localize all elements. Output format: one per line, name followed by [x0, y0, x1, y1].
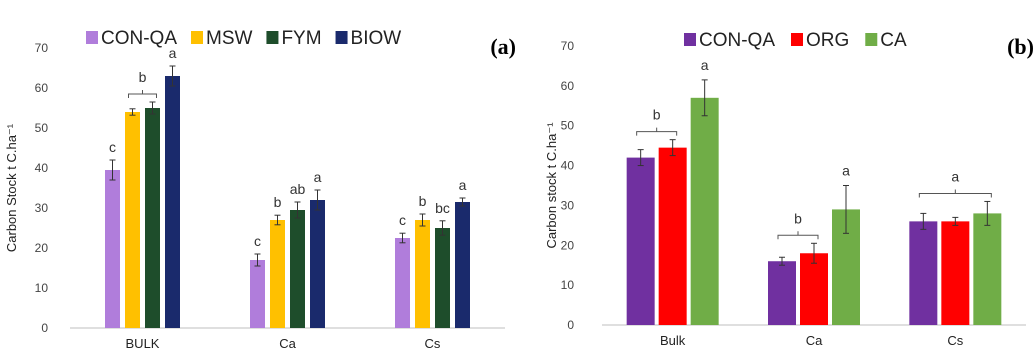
bar [626, 157, 655, 325]
group-significance-label: b [653, 107, 661, 123]
group-bracket [636, 127, 678, 136]
bar [800, 253, 828, 325]
legend-label: ORG [806, 30, 849, 51]
legend-label: CA [880, 30, 907, 51]
significance-label: c [254, 233, 261, 249]
bar [125, 112, 140, 328]
y-tick-label: 50 [35, 121, 49, 135]
bar [270, 220, 285, 328]
chart-panel-a: 0 10 20 30 40 50 60 70 Carbon Stock t C.ha⁻¹ (a) C… [4, 28, 516, 351]
bar [415, 220, 430, 328]
y-tick-label: 70 [35, 41, 49, 55]
bar [290, 210, 305, 328]
significance-label: ab [290, 181, 306, 197]
group-significance-label: b [794, 210, 802, 226]
y-tick-label: 60 [35, 81, 49, 95]
legend-swatch [86, 31, 98, 44]
y-axis-label: Carbon Stock t C.ha⁻¹ [4, 123, 19, 252]
significance-label: b [419, 193, 427, 209]
y-tick-label: 10 [35, 281, 49, 295]
bar [941, 221, 970, 325]
significance-label: b [274, 194, 282, 210]
y-tick-label: 40 [561, 159, 575, 173]
significance-label: bc [435, 200, 450, 216]
chart-a-svg: 0 10 20 30 40 50 60 70 Carbon Stock t C.ha⁻¹ (a) C… [4, 28, 516, 351]
legend-label: CON-QA [101, 28, 177, 49]
significance-label: c [399, 212, 406, 228]
bar [310, 200, 325, 328]
group-bracket [777, 231, 819, 240]
significance-label: a [169, 45, 177, 61]
significance-label: c [109, 139, 116, 155]
bar [658, 147, 687, 325]
x-tick-label: Bulk [660, 333, 686, 348]
panel-label: (b) [1007, 34, 1034, 59]
y-tick-label: 20 [35, 241, 49, 255]
y-tick-label: 70 [561, 39, 575, 53]
x-tick-label: Cs [425, 336, 441, 351]
legend-swatch [335, 31, 348, 44]
bar [455, 202, 470, 328]
x-tick-label: Cs [947, 333, 963, 348]
group-bracket [128, 90, 157, 98]
legend-swatch [684, 33, 696, 46]
legend-label: MSW [206, 28, 253, 49]
bar [250, 260, 265, 328]
x-tick-label: Ca [806, 333, 823, 348]
y-tick-label: 30 [561, 198, 575, 212]
panel-label: (a) [490, 34, 516, 59]
significance-label: a [314, 169, 322, 185]
bar [768, 261, 796, 325]
y-tick-label: 50 [561, 119, 575, 133]
x-tick-label: Ca [279, 336, 296, 351]
x-tick-label: BULK [126, 336, 160, 351]
bar [395, 238, 410, 328]
bar [165, 76, 180, 328]
chart-panel-b: 0 10 20 30 40 50 60 70 Carbon stock t C.ha⁻¹ (b) C… [532, 0, 1036, 358]
y-tick-label: 0 [567, 318, 574, 332]
group-significance-label: a [842, 163, 850, 179]
y-tick-label: 60 [561, 79, 575, 93]
bar [105, 170, 120, 328]
group-significance-label: b [139, 69, 147, 85]
legend-swatch [865, 33, 878, 46]
y-axis-label: Carbon stock t C.ha⁻¹ [544, 122, 559, 249]
group-significance-label: a [701, 57, 709, 73]
legend-swatch [791, 33, 803, 46]
legend-label: BIOW [351, 28, 402, 49]
bar [145, 108, 160, 328]
chart-b-svg: 0 10 20 30 40 50 60 70 Carbon stock t C.ha⁻¹ (b) C… [544, 30, 1034, 348]
group-bracket [918, 189, 992, 198]
group-significance-label: a [951, 168, 959, 184]
y-tick-label: 0 [41, 321, 48, 335]
bar [973, 213, 1002, 325]
y-tick-label: 20 [561, 238, 575, 252]
y-tick-label: 10 [561, 278, 575, 292]
legend-label: CON-QA [699, 30, 775, 51]
y-tick-label: 30 [35, 201, 49, 215]
bar [909, 221, 938, 325]
legend-label: FYM [281, 28, 321, 49]
legend-swatch [266, 31, 279, 44]
y-tick-label: 40 [35, 161, 49, 175]
significance-label: a [459, 177, 467, 193]
bar [435, 228, 450, 328]
bar [690, 97, 719, 325]
legend-swatch [191, 31, 203, 44]
